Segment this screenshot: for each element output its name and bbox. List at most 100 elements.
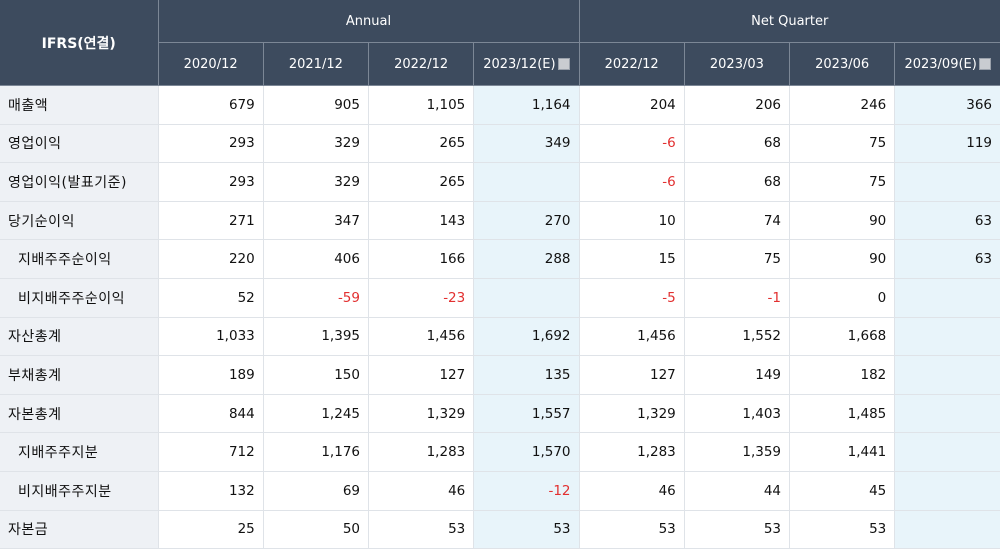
table-cell: 204 <box>579 85 685 125</box>
table-cell: 329 <box>263 124 370 164</box>
table-cell: 15 <box>579 239 685 279</box>
table-cell: 1,557 <box>473 394 580 434</box>
table-row: 자본금 25 50 53 53 53 53 53 <box>0 510 1000 550</box>
table-cell: 1,033 <box>158 317 264 357</box>
table-row: 영업이익(발표기준) 293 329 265 -6 68 75 <box>0 162 1000 202</box>
row-label: 매출액 <box>0 85 159 125</box>
table-cell: 50 <box>263 510 370 550</box>
table-cell: 10 <box>579 201 685 241</box>
column-header: 2020/12 <box>158 42 264 86</box>
table-cell: 1,570 <box>473 432 580 472</box>
table-cell: 69 <box>263 471 370 511</box>
column-header-label: 2023/12(E) <box>483 56 556 72</box>
row-label: 자본금 <box>0 510 159 550</box>
column-header-label: 2022/12 <box>604 56 659 72</box>
table-cell: 265 <box>368 124 475 164</box>
table-cell: 127 <box>368 355 475 395</box>
table-cell: 143 <box>368 201 475 241</box>
table-cell: 1,105 <box>368 85 475 125</box>
table-cell: -59 <box>263 278 370 318</box>
table-cell: 905 <box>263 85 370 125</box>
info-icon[interactable] <box>978 58 991 70</box>
column-header: 2022/12 <box>579 42 685 86</box>
table-cell: 53 <box>473 510 580 550</box>
table-cell <box>473 162 580 202</box>
table-row: 비지배주주지분 132 69 46 -12 46 44 45 <box>0 471 1000 511</box>
row-label: 비지배주주순이익 <box>0 278 159 318</box>
table-cell <box>894 394 1000 434</box>
row-label: 자본총계 <box>0 394 159 434</box>
table-cell: 1,329 <box>579 394 685 434</box>
table-cell: 53 <box>684 510 791 550</box>
table-cell <box>894 432 1000 472</box>
table-cell: 844 <box>158 394 264 434</box>
table-cell: 0 <box>789 278 896 318</box>
table-cell: -23 <box>368 278 475 318</box>
row-label: 자산총계 <box>0 317 159 357</box>
table-cell: 119 <box>894 124 1000 164</box>
table-cell: 712 <box>158 432 264 472</box>
table-cell: 1,164 <box>473 85 580 125</box>
column-header: 2023/06 <box>789 42 896 86</box>
table-cell: -6 <box>579 124 685 164</box>
row-label: 지배주주순이익 <box>0 239 159 279</box>
column-header-label: 2023/09(E) <box>904 56 977 72</box>
table-cell: 1,283 <box>368 432 475 472</box>
table-cell <box>894 355 1000 395</box>
table-cell: -12 <box>473 471 580 511</box>
table-row: 매출액 679 905 1,105 1,164 204 206 246 366 <box>0 85 1000 125</box>
table-cell: 1,668 <box>789 317 896 357</box>
table-cell: 265 <box>368 162 475 202</box>
table-cell: 75 <box>684 239 791 279</box>
table-cell: 1,441 <box>789 432 896 472</box>
table-cell: 1,359 <box>684 432 791 472</box>
table-cell: 349 <box>473 124 580 164</box>
table-row: 영업이익 293 329 265 349 -6 68 75 119 <box>0 124 1000 164</box>
table-cell: -5 <box>579 278 685 318</box>
table-row: 자산총계 1,033 1,395 1,456 1,692 1,456 1,552 1,668 <box>0 317 1000 357</box>
column-header-label: 2021/12 <box>288 56 343 72</box>
table-cell: 182 <box>789 355 896 395</box>
table-cell <box>473 278 580 318</box>
table-corner-header: IFRS(연결) <box>0 0 159 86</box>
table-cell: 132 <box>158 471 264 511</box>
table-cell: 63 <box>894 201 1000 241</box>
table-cell: 52 <box>158 278 264 318</box>
table-cell: 246 <box>789 85 896 125</box>
column-header-label: 2023/03 <box>709 56 764 72</box>
table-cell: 220 <box>158 239 264 279</box>
table-cell: 45 <box>789 471 896 511</box>
table-cell: 1,692 <box>473 317 580 357</box>
column-header: 2022/12 <box>368 42 475 86</box>
table-cell <box>894 471 1000 511</box>
table-cell: 149 <box>684 355 791 395</box>
table-cell: 347 <box>263 201 370 241</box>
column-header: 2023/03 <box>684 42 791 86</box>
table-cell: 1,283 <box>579 432 685 472</box>
table-cell: 1,485 <box>789 394 896 434</box>
table-cell: 46 <box>579 471 685 511</box>
table-row: 당기순이익 271 347 143 270 10 74 90 63 <box>0 201 1000 241</box>
row-label: 비지배주주지분 <box>0 471 159 511</box>
column-header: 2023/12(E) <box>473 42 580 86</box>
row-label: 지배주주지분 <box>0 432 159 472</box>
table-cell: 44 <box>684 471 791 511</box>
table-cell: -6 <box>579 162 685 202</box>
table-cell: 63 <box>894 239 1000 279</box>
table-cell: 74 <box>684 201 791 241</box>
table-cell: 1,456 <box>579 317 685 357</box>
table-cell: 166 <box>368 239 475 279</box>
table-cell: 329 <box>263 162 370 202</box>
table-cell: -1 <box>684 278 791 318</box>
info-icon[interactable] <box>557 58 570 70</box>
table-cell <box>894 510 1000 550</box>
table-cell: 46 <box>368 471 475 511</box>
table-cell: 75 <box>789 124 896 164</box>
table-cell <box>894 162 1000 202</box>
table-cell: 90 <box>789 239 896 279</box>
table-row: 자본총계 844 1,245 1,329 1,557 1,329 1,403 1,485 <box>0 394 1000 434</box>
table-cell: 53 <box>579 510 685 550</box>
annual-group-header: Annual <box>158 0 580 43</box>
table-cell: 270 <box>473 201 580 241</box>
